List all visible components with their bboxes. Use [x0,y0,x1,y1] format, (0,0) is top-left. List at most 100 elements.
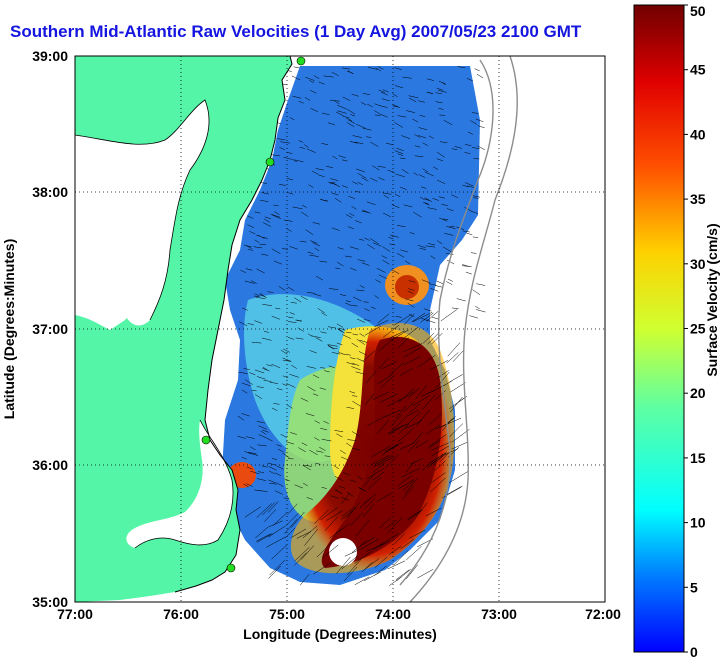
velocity-vector [379,105,388,108]
velocity-vector [396,569,411,581]
velocity-vector [271,154,281,157]
velocity-vector [321,438,332,442]
velocity-vector [434,285,443,288]
velocity-vector [345,214,353,219]
velocity-vector [394,85,404,89]
velocity-vector [253,246,263,249]
velocity-vector [423,202,429,205]
velocity-vector [262,222,272,227]
velocity-vector [273,403,280,405]
velocity-vector [263,330,269,333]
velocity-vector [406,510,422,520]
velocity-vector [286,383,296,388]
velocity-vector [412,311,433,323]
velocity-vector [284,519,298,534]
velocity-vector [346,442,352,447]
velocity-vector [350,512,363,526]
velocity-vector [356,168,365,173]
velocity-vector [278,286,286,291]
velocity-vector [426,78,435,81]
velocity-vector [322,544,339,559]
velocity-vector [309,254,319,257]
velocity-vector [241,382,251,387]
velocity-vector [446,226,456,230]
velocity-vector [284,478,290,482]
velocity-vector [378,274,387,279]
velocity-vector [244,379,253,385]
velocity-vector [341,67,350,70]
velocity-vector [359,284,365,289]
velocity-vector [302,204,307,208]
velocity-vector [409,313,415,318]
velocity-vector [275,307,281,310]
velocity-vector [268,466,277,471]
velocity-vector [392,105,401,108]
velocity-vector [435,390,446,400]
velocity-vector [406,409,420,417]
velocity-vector [412,431,424,445]
velocity-vector [328,288,339,290]
velocity-vector [274,490,284,495]
velocity-vector [435,92,442,94]
velocity-vector [366,468,385,479]
velocity-vector [382,259,390,265]
velocity-vector [438,81,446,84]
bathymetry-contour [399,59,494,586]
velocity-vector [446,208,454,212]
station-marker [265,157,275,167]
velocity-vector [356,318,366,323]
velocity-vector [288,192,294,195]
velocity-vector [362,209,371,214]
plot-frame [74,55,606,603]
velocity-vector [299,146,306,149]
velocity-vector [241,389,248,394]
velocity-vector [427,91,433,94]
velocity-vector [329,99,340,102]
velocity-vector [289,312,295,315]
velocity-vector [327,344,333,348]
velocity-vector [254,295,260,297]
velocity-vector [425,245,436,248]
velocity-vector [355,519,370,537]
velocity-vector [354,220,362,224]
velocity-vector [421,279,431,284]
velocity-vector [389,330,406,339]
velocity-vector [351,342,359,348]
velocity-vector [295,319,302,322]
velocity-vector [419,196,425,200]
velocity-vector [414,440,429,449]
velocity-vector [310,90,317,94]
velocity-vector [270,213,281,218]
velocity-vector [328,344,338,347]
velocity-vector [372,540,390,551]
velocity-vector [282,452,290,458]
secondary-hotspot-core [395,275,419,299]
velocity-vector [357,181,363,186]
velocity-vector [399,442,415,450]
velocity-vector [292,95,302,99]
velocity-vector [449,225,455,228]
velocity-vector [379,517,392,529]
station-marker [201,435,211,445]
velocity-vector [436,158,444,162]
velocity-vector [272,458,278,460]
velocity-vector [261,465,268,468]
velocity-vector [431,445,450,457]
velocity-vector [381,98,390,102]
velocity-vector [330,178,339,181]
velocity-vector [312,374,320,379]
velocity-vector [446,352,459,364]
x-tick-label: 74:00 [375,606,411,622]
velocity-vector [361,561,373,573]
velocity-vector [400,186,407,190]
velocity-vector [427,440,441,449]
colorbar-tick-label: 0 [690,644,698,659]
velocity-vector [272,512,287,526]
velocity-vector [294,159,304,163]
velocity-vector [403,347,421,358]
velocity-vector [464,207,472,212]
velocity-vector [247,323,254,326]
velocity-vector [305,413,315,417]
velocity-vector [400,157,406,160]
velocity-vector [362,350,376,362]
